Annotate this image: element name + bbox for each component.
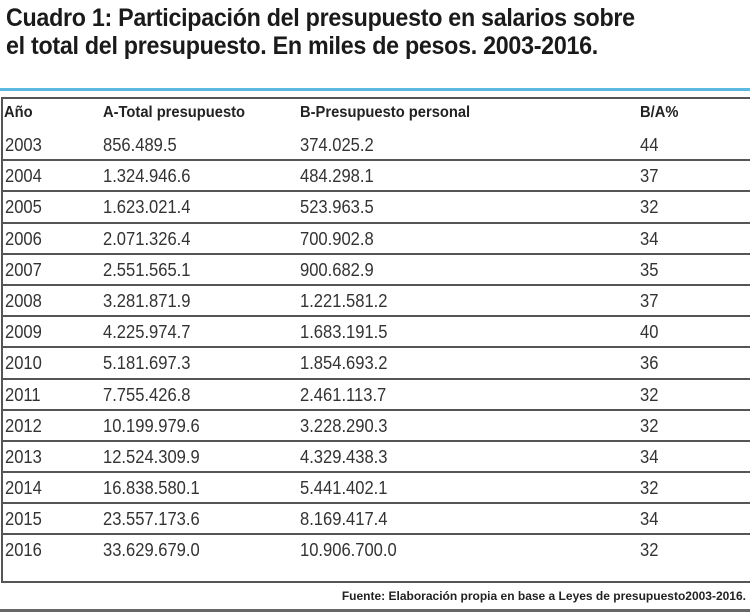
cell-year: 2013 bbox=[5, 446, 42, 467]
cell-total-budget: 16.838.580.1 bbox=[103, 478, 200, 499]
cell-year: 2015 bbox=[5, 509, 42, 530]
table-row: 2011 7.755.426.8 2.461.113.7 32 bbox=[3, 380, 750, 411]
cell-personnel-budget: 900.682.9 bbox=[300, 259, 374, 280]
cell-personnel-budget: 484.298.1 bbox=[300, 166, 374, 187]
cell-ratio: 34 bbox=[640, 228, 659, 249]
cell-ratio: 34 bbox=[640, 509, 659, 530]
table-body: 2003 856.489.5 374.025.2 44 2004 1.324.946.6 4… bbox=[3, 130, 750, 567]
cell-ratio: 40 bbox=[640, 322, 659, 343]
cell-year: 2003 bbox=[5, 135, 42, 155]
cell-ratio: 37 bbox=[640, 166, 659, 187]
cell-total-budget: 33.629.679.0 bbox=[103, 540, 200, 561]
table-row: 2005 1.623.021.4 523.963.5 32 bbox=[3, 192, 750, 224]
cell-year: 2010 bbox=[5, 353, 42, 374]
cell-personnel-budget: 5.441.402.1 bbox=[300, 478, 388, 499]
cell-total-budget: 1.324.946.6 bbox=[103, 166, 191, 187]
cell-ratio: 32 bbox=[640, 478, 659, 499]
cell-personnel-budget: 374.025.2 bbox=[300, 135, 374, 155]
cell-year: 2011 bbox=[5, 384, 41, 405]
table-row: 2016 33.629.679.0 10.906.700.0 32 bbox=[3, 535, 750, 566]
cell-total-budget: 4.225.974.7 bbox=[103, 322, 191, 343]
cell-total-budget: 3.281.871.9 bbox=[103, 290, 191, 311]
cell-total-budget: 23.557.173.6 bbox=[103, 509, 200, 530]
cell-ratio: 32 bbox=[640, 540, 659, 561]
bottom-divider bbox=[0, 609, 750, 612]
cell-year: 2005 bbox=[5, 197, 42, 218]
cell-total-budget: 10.199.979.6 bbox=[103, 415, 200, 436]
cell-total-budget: 12.524.309.9 bbox=[103, 446, 200, 467]
table-row: 2013 12.524.309.9 4.329.438.3 34 bbox=[3, 442, 750, 474]
table-row: 2004 1.324.946.6 484.298.1 37 bbox=[3, 161, 750, 193]
table-row: 2007 2.551.565.1 900.682.9 35 bbox=[3, 255, 750, 286]
cell-year: 2004 bbox=[5, 166, 42, 187]
cell-ratio: 32 bbox=[640, 197, 659, 218]
cell-year: 2006 bbox=[5, 228, 42, 249]
cell-ratio: 35 bbox=[640, 259, 659, 280]
cell-ratio: 37 bbox=[640, 290, 659, 311]
cell-year: 2009 bbox=[5, 322, 42, 343]
header-personnel-budget: B-Presupuesto personal bbox=[300, 104, 471, 121]
header-ratio: B/A% bbox=[640, 104, 679, 121]
cell-personnel-budget: 1.854.693.2 bbox=[300, 353, 388, 374]
table-row: 2012 10.199.979.6 3.228.290.3 32 bbox=[3, 411, 750, 442]
header-total-budget: A-Total presupuesto bbox=[103, 104, 246, 121]
cell-year: 2007 bbox=[5, 259, 42, 280]
cell-personnel-budget: 1.221.581.2 bbox=[300, 290, 388, 311]
source-note: Fuente: Elaboración propia en base a Ley… bbox=[341, 589, 746, 603]
cell-personnel-budget: 10.906.700.0 bbox=[300, 540, 397, 561]
cell-personnel-budget: 3.228.290.3 bbox=[300, 415, 388, 436]
cell-total-budget: 1.623.021.4 bbox=[103, 197, 191, 218]
table-row: 2006 2.071.326.4 700.902.8 34 bbox=[3, 224, 750, 255]
table-row: 2009 4.225.974.7 1.683.191.5 40 bbox=[3, 317, 750, 349]
table-row: 2015 23.557.173.6 8.169.417.4 34 bbox=[3, 504, 750, 536]
cell-personnel-budget: 1.683.191.5 bbox=[300, 322, 388, 343]
cell-ratio: 44 bbox=[640, 135, 659, 155]
table-title: Cuadro 1: Participación del presupuesto … bbox=[6, 4, 698, 60]
cell-personnel-budget: 2.461.113.7 bbox=[300, 384, 387, 405]
cell-year: 2012 bbox=[5, 415, 42, 436]
cell-ratio: 34 bbox=[640, 446, 659, 467]
cell-personnel-budget: 8.169.417.4 bbox=[300, 509, 388, 530]
title-line-2: el total del presupuesto. En miles de pe… bbox=[6, 32, 598, 60]
cell-ratio: 36 bbox=[640, 353, 659, 374]
cell-total-budget: 2.071.326.4 bbox=[103, 228, 191, 249]
cell-year: 2014 bbox=[5, 478, 42, 499]
cell-total-budget: 7.755.426.8 bbox=[103, 384, 191, 405]
data-table bbox=[1, 97, 750, 583]
table-row: 2003 856.489.5 374.025.2 44 bbox=[3, 130, 750, 162]
table-row: 2008 3.281.871.9 1.221.581.2 37 bbox=[3, 286, 750, 318]
cell-ratio: 32 bbox=[640, 384, 659, 405]
cell-ratio: 32 bbox=[640, 415, 659, 436]
table-row: 2010 5.181.697.3 1.854.693.2 36 bbox=[3, 348, 750, 380]
cell-personnel-budget: 700.902.8 bbox=[300, 228, 374, 249]
table-row: 2014 16.838.580.1 5.441.402.1 32 bbox=[3, 473, 750, 505]
cell-total-budget: 5.181.697.3 bbox=[103, 353, 191, 374]
cell-year: 2016 bbox=[5, 540, 42, 561]
title-line-1: Cuadro 1: Participación del presupuesto … bbox=[6, 4, 635, 32]
cell-personnel-budget: 4.329.438.3 bbox=[300, 446, 388, 467]
cell-total-budget: 856.489.5 bbox=[103, 135, 177, 155]
accent-divider bbox=[0, 88, 750, 91]
cell-total-budget: 2.551.565.1 bbox=[103, 259, 191, 280]
header-year: Año bbox=[4, 104, 33, 121]
cell-year: 2008 bbox=[5, 290, 42, 311]
cell-personnel-budget: 523.963.5 bbox=[300, 197, 374, 218]
